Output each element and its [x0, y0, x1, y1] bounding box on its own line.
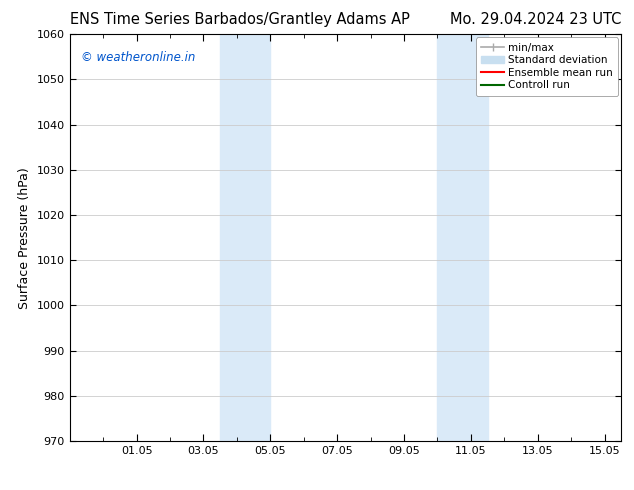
- Y-axis label: Surface Pressure (hPa): Surface Pressure (hPa): [18, 167, 31, 309]
- Text: ENS Time Series Barbados/Grantley Adams AP: ENS Time Series Barbados/Grantley Adams …: [70, 12, 410, 27]
- Legend: min/max, Standard deviation, Ensemble mean run, Controll run: min/max, Standard deviation, Ensemble me…: [476, 37, 618, 96]
- Text: © weatheronline.in: © weatheronline.in: [81, 50, 195, 64]
- Text: Mo. 29.04.2024 23 UTC: Mo. 29.04.2024 23 UTC: [450, 12, 621, 27]
- Bar: [220, 34, 270, 441]
- Bar: [437, 34, 488, 441]
